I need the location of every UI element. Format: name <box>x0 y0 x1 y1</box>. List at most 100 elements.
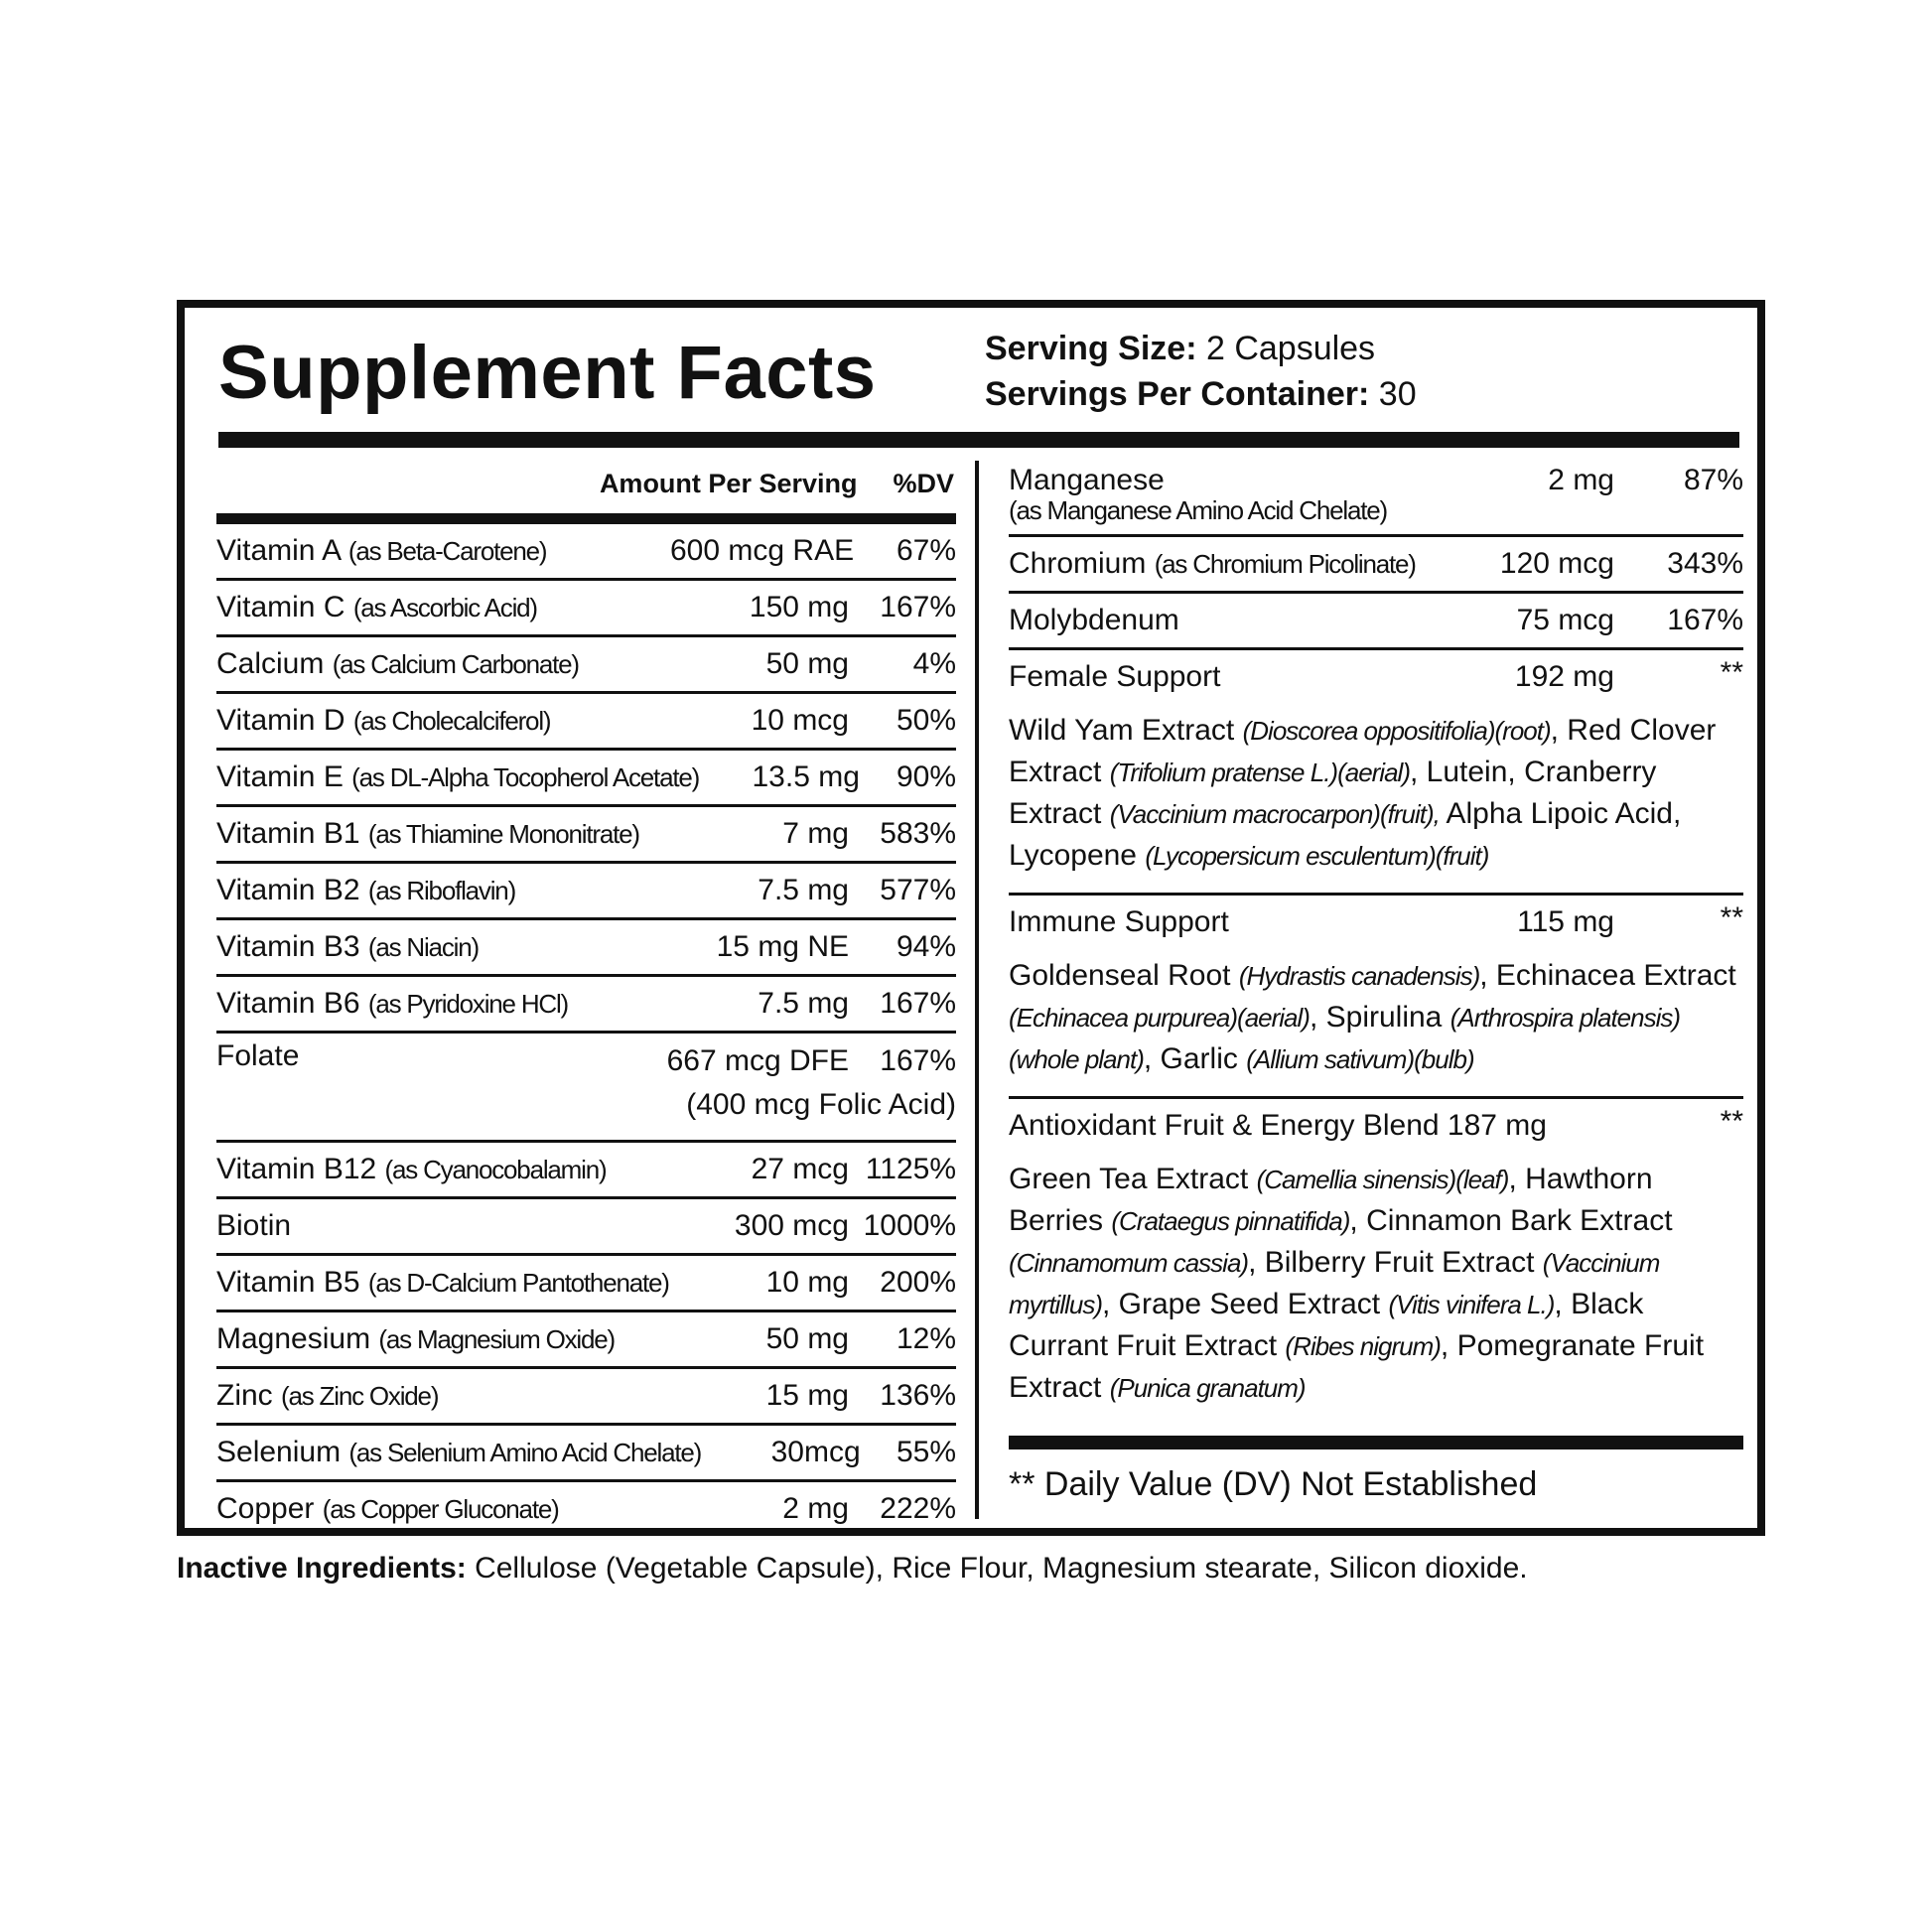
table-row: Vitamin E (as DL-Alpha Tocopherol Acetat… <box>216 751 956 807</box>
table-header: Amount Per Serving %DV <box>216 454 956 524</box>
nutrient-name: Vitamin B1 (as Thiamine Mononitrate) <box>216 817 670 851</box>
ingredient-botanical: (Echinacea purpurea)(aerial) <box>1009 1003 1311 1033</box>
ingredient-botanical: (Cinnamomum cassia) <box>1009 1248 1249 1278</box>
nutrient-amount: 10 mcg <box>751 704 849 737</box>
ingredient-name: Wild Yam Extract <box>1009 714 1243 747</box>
ingredient-botanical: (Vaccinium myrtillus) <box>1009 1248 1660 1319</box>
nutrient-source: (as Pyridoxine HCl) <box>367 989 569 1019</box>
nutrient-dv: 1125% <box>865 1153 956 1185</box>
nutrient-dv: 1000% <box>863 1209 956 1242</box>
nutrient-dv: 167% <box>880 987 956 1020</box>
nutrient-source: (as Calcium Carbonate) <box>332 649 580 679</box>
table-row: Vitamin B3 (as Niacin) 15 mg NE 94% <box>216 920 956 977</box>
nutrient-amount: 50 mg <box>765 647 849 680</box>
nutrient-dv: 222% <box>880 1492 956 1525</box>
nutrient-dv: 343% <box>1667 547 1743 580</box>
table-row: Chromium (as Chromium Picolinate) 120 mcg… <box>1009 537 1743 594</box>
table-row: Calcium (as Calcium Carbonate) 50 mg 4% <box>216 637 956 694</box>
nutrient-amount: 7 mg <box>782 817 849 850</box>
inactive-ingredients: Inactive Ingredients: Cellulose (Vegetab… <box>177 1552 1528 1586</box>
dv-header: %DV <box>893 468 954 498</box>
ingredient-name: , Hawthorn Berries <box>1009 1163 1653 1237</box>
amount-note: (400 mcg Folic Acid) <box>686 1088 956 1121</box>
nutrient-label: Vitamin B1 <box>216 817 368 850</box>
nutrient-dv: 67% <box>896 534 956 567</box>
nutrient-label: Magnesium <box>216 1322 379 1355</box>
nutrient-amount: 667 mcg DFE <box>666 1044 849 1077</box>
nutrient-name: Chromium (as Chromium Picolinate) <box>1009 547 1436 581</box>
table-row: Vitamin B2 (as Riboflavin) 7.5 mg 577% <box>216 864 956 920</box>
nutrient-label: Zinc <box>216 1379 282 1412</box>
ingredient-botanical: (Camellia sinensis)(leaf) <box>1256 1165 1510 1194</box>
ingredient-name: , Lutein, Cranberry Extract <box>1009 756 1657 830</box>
table-row: Magnesium (as Magnesium Oxide) 50 mg 12% <box>216 1312 956 1369</box>
row-line: Manganese 2 mg 87% <box>1009 454 1743 507</box>
ingredient-name: , Bilberry Fruit Extract <box>1248 1246 1543 1279</box>
nutrient-name: Vitamin B3 (as Niacin) <box>216 930 670 964</box>
nutrient-name: Biotin <box>216 1209 670 1243</box>
nutrient-amount: 7.5 mg <box>758 987 849 1020</box>
nutrient-label: Vitamin B5 <box>216 1266 368 1299</box>
ingredient-botanical: (Dioscorea oppositifolia)(root) <box>1242 716 1552 746</box>
nutrient-name: Calcium (as Calcium Carbonate) <box>216 647 670 681</box>
nutrient-source: (as Zinc Oxide) <box>281 1381 439 1411</box>
nutrient-dv: 12% <box>896 1322 956 1355</box>
nutrient-dv: 94% <box>896 930 956 963</box>
table-row: Biotin 300 mcg 1000% <box>216 1199 956 1256</box>
nutrient-dv: 4% <box>912 647 956 680</box>
table-row: Selenium (as Selenium Amino Acid Chelate… <box>216 1426 956 1482</box>
nutrient-amount: 15 mg <box>765 1379 849 1412</box>
ingredient-botanical: (Punica granatum) <box>1109 1373 1307 1403</box>
blend-dv: ** <box>1720 1105 1743 1138</box>
nutrient-name: Vitamin B12 (as Cyanocobalamin) <box>216 1153 670 1186</box>
nutrient-amount: 10 mg <box>765 1266 849 1299</box>
inactive-label: Inactive Ingredients: <box>177 1552 467 1585</box>
nutrient-label: Biotin <box>216 1209 292 1242</box>
nutrient-label: Folate <box>216 1039 300 1072</box>
ingredient-name: Goldenseal Root <box>1009 959 1239 992</box>
blend-ingredients: Wild Yam Extract (Dioscorea oppositifoli… <box>1009 704 1743 893</box>
table-row: Vitamin D (as Cholecalciferol) 10 mcg 50% <box>216 694 956 751</box>
blend-row: Female Support 192 mg ** Wild Yam Extract (… <box>1009 650 1743 896</box>
ingredient-botanical: (Lycopersicum esculentum)(fruit) <box>1145 841 1489 871</box>
nutrient-dv: 136% <box>880 1379 956 1412</box>
blend-name: Antioxidant Fruit & Energy Blend 187 mg <box>1009 1109 1547 1142</box>
nutrient-dv: 200% <box>880 1266 956 1299</box>
blend-amount: 115 mg <box>1517 905 1614 938</box>
nutrient-label: Vitamin C <box>216 591 353 623</box>
nutrient-label: Copper <box>216 1492 323 1525</box>
table-row: Vitamin B6 (as Pyridoxine HCl) 7.5 mg 167% <box>216 977 956 1034</box>
nutrient-name: Vitamin B5 (as D-Calcium Pantothenate) <box>216 1266 670 1300</box>
nutrient-amount: 2 mg <box>782 1492 849 1525</box>
ingredient-name: , Garlic <box>1143 1042 1247 1075</box>
blend-row: Immune Support 115 mg ** Goldenseal Root (H… <box>1009 896 1743 1099</box>
nutrient-name: Vitamin B6 (as Pyridoxine HCl) <box>216 987 670 1021</box>
nutrient-source: (as Niacin) <box>367 932 480 962</box>
nutrient-name: Vitamin E (as DL-Alpha Tocopherol Acetat… <box>216 760 700 794</box>
blend-dv: ** <box>1720 656 1743 689</box>
nutrient-source: (as Chromium Picolinate) <box>1154 549 1417 579</box>
nutrient-amount: 13.5 mg <box>752 760 860 793</box>
nutrient-dv: 577% <box>880 874 956 906</box>
page-title: Supplement Facts <box>218 331 877 415</box>
nutrient-source: (as Manganese Amino Acid Chelate) <box>1009 495 1388 525</box>
nutrient-source: (as Riboflavin) <box>367 876 516 905</box>
nutrient-dv: 167% <box>880 591 956 623</box>
table-row: Vitamin B1 (as Thiamine Mononitrate) 7 mg… <box>216 807 956 864</box>
table-row: Folate 667 mcg DFE 167% (400 mcg Folic Acid… <box>216 1034 956 1143</box>
nutrient-name: Vitamin A (as Beta-Carotene) <box>216 534 670 568</box>
nutrient-amount: 7.5 mg <box>758 874 849 906</box>
nutrient-dv: 167% <box>880 1044 956 1077</box>
serving-size-value: 2 Capsules <box>1196 330 1376 367</box>
ingredient-name: Green Tea Extract <box>1009 1163 1257 1195</box>
nutrient-source: (as Thiamine Mononitrate) <box>367 819 640 849</box>
nutrient-amount: 30mcg <box>770 1436 861 1468</box>
table-row: Vitamin B12 (as Cyanocobalamin) 27 mcg 112… <box>216 1143 956 1199</box>
ingredient-botanical: (Trifolium pratense L.)(aerial) <box>1109 758 1411 787</box>
ingredient-name: , Cinnamon Bark Extract <box>1349 1204 1673 1237</box>
table-row: Manganese 2 mg 87% (as Manganese Amino Acid… <box>1009 454 1743 537</box>
nutrient-table-left: Amount Per Serving %DV Vitamin A (as Bet… <box>216 454 956 1536</box>
ingredient-name: , Red Clover Extract <box>1009 714 1717 788</box>
blend-ingredients: Goldenseal Root (Hydrastis canadensis), … <box>1009 949 1743 1096</box>
ingredient-name: , Echinacea Extract <box>1479 959 1736 992</box>
